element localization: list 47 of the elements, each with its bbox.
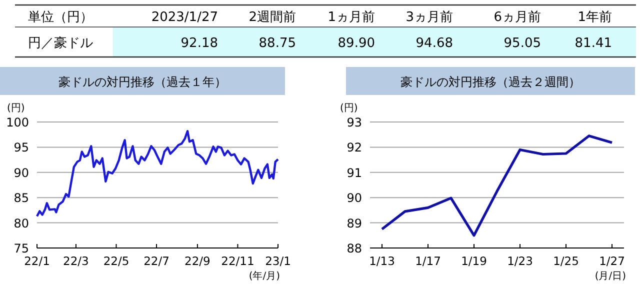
x-tick-label: 1/17: [415, 254, 441, 268]
category-label: 2023/1/27: [151, 10, 218, 25]
y-tick-label: 75: [14, 242, 29, 256]
data-label: 94.68: [416, 36, 453, 51]
y-tick-label: 88: [346, 242, 362, 256]
x-axis-title: (年/月): [248, 270, 280, 282]
chart-title: 豪ドルの対円推移（過去１年）: [58, 75, 226, 89]
text: 円／豪ドル: [28, 36, 93, 51]
y-tick-label: 93: [346, 116, 362, 130]
x-tick-label: 1/13: [369, 254, 395, 268]
y-axis-title: (円): [340, 103, 358, 114]
y-tick-label: 89: [346, 216, 362, 230]
category-label: 2週間前: [248, 10, 296, 25]
x-tick-label: 22/9: [184, 254, 210, 268]
data-label: 92.18: [180, 36, 218, 51]
x-tick-label: 1/19: [461, 254, 487, 268]
x-tick-label: 23/1: [265, 254, 291, 268]
line-series: [380, 134, 614, 237]
data-label: 81.41: [574, 36, 612, 51]
x-tick-label: 1/25: [553, 254, 579, 268]
x-tick-label: 22/3: [63, 254, 89, 268]
x-tick-label: 22/11: [221, 254, 254, 268]
y-tick-label: 80: [14, 216, 29, 230]
y-tick-label: 90: [14, 166, 29, 180]
line-series: [36, 130, 280, 218]
category-label: 1ヵ月前: [328, 10, 375, 25]
x-tick-label: 1/23: [507, 254, 533, 268]
y-tick-label: 100: [6, 116, 29, 130]
data-label: 95.05: [504, 36, 541, 51]
data-label: 89.90: [338, 36, 375, 51]
category-label: 3ヵ月前: [406, 10, 453, 25]
data-label: 88.75: [258, 36, 296, 51]
y-tick-label: 90: [346, 191, 362, 206]
x-tick-label: 1/27: [599, 254, 625, 268]
text: 単位（円）: [28, 10, 93, 25]
x-tick-label: 22/7: [144, 254, 170, 268]
x-axis-title: (月/日): [594, 271, 626, 282]
x-tick-label: 22/1: [24, 254, 50, 268]
category-label: 6ヵ月前: [494, 10, 541, 25]
y-axis-title: (円): [7, 103, 25, 114]
y-tick-label: 95: [14, 140, 29, 155]
category-label: 1年前: [578, 10, 612, 25]
y-tick-label: 92: [346, 140, 362, 155]
chart-title: 豪ドルの対円推移（過去２週間）: [400, 75, 580, 89]
y-tick-label: 85: [14, 191, 29, 206]
x-tick-label: 22/5: [103, 254, 130, 268]
y-tick-label: 91: [346, 166, 362, 180]
